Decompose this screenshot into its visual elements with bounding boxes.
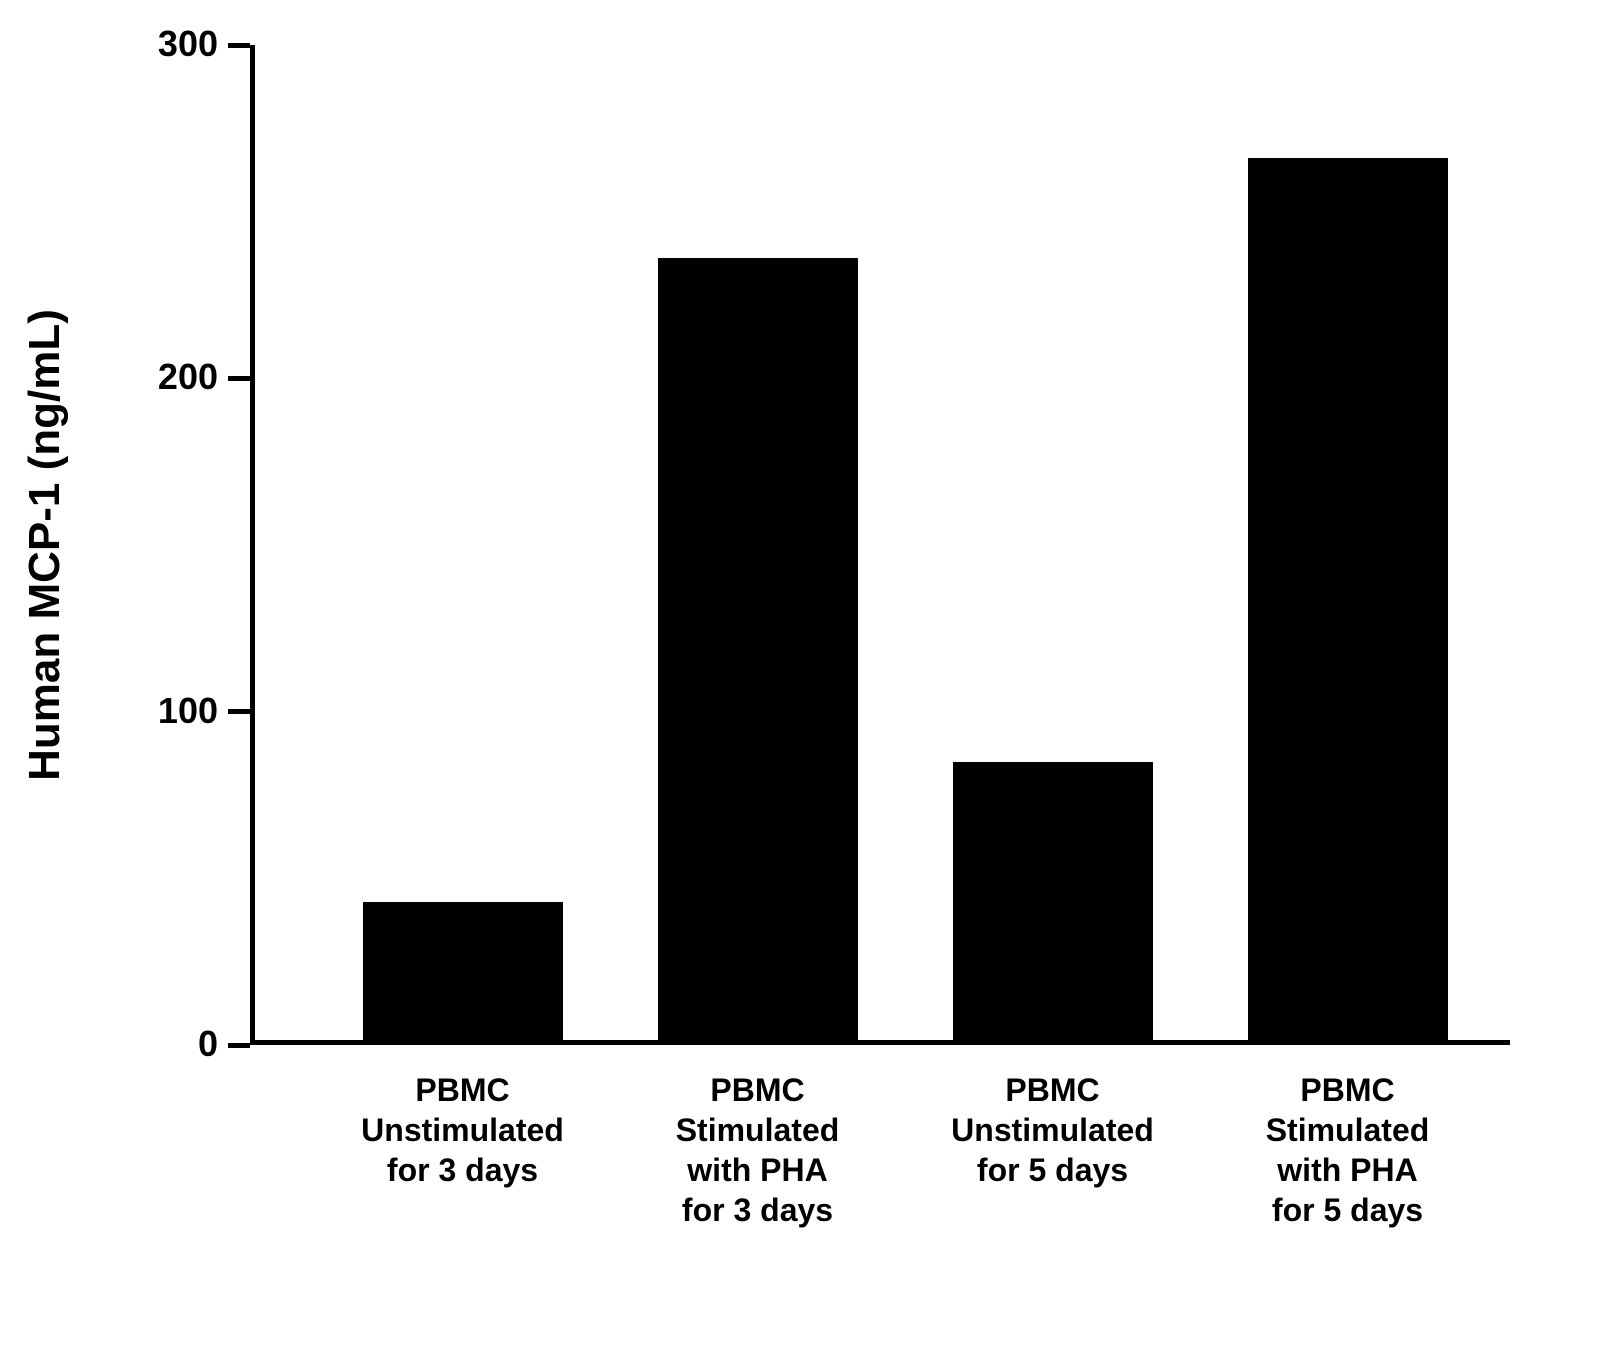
y-tick bbox=[228, 709, 250, 714]
y-tick bbox=[228, 43, 250, 48]
bar bbox=[363, 902, 563, 1045]
y-tick-label: 0 bbox=[198, 1023, 218, 1065]
bar bbox=[953, 762, 1153, 1045]
y-tick-label: 100 bbox=[158, 690, 218, 732]
y-axis-label: Human MCP-1 (ng/mL) bbox=[20, 309, 70, 781]
bar-chart: Human MCP-1 (ng/mL) 0 100 200 300 PBMCUnstim… bbox=[0, 0, 1613, 1346]
x-tick-label: PBMCStimulatedwith PHAfor 5 days bbox=[1198, 1070, 1498, 1230]
y-tick-label: 200 bbox=[158, 356, 218, 398]
x-tick-label: PBMCUnstimulatedfor 5 days bbox=[903, 1070, 1203, 1190]
y-tick bbox=[228, 1043, 250, 1048]
y-tick bbox=[228, 376, 250, 381]
y-tick-label: 300 bbox=[158, 23, 218, 65]
bar bbox=[1248, 158, 1448, 1045]
bar bbox=[658, 258, 858, 1045]
x-tick-label: PBMCUnstimulatedfor 3 days bbox=[313, 1070, 613, 1190]
x-tick-label: PBMCStimulatedwith PHAfor 3 days bbox=[608, 1070, 908, 1230]
